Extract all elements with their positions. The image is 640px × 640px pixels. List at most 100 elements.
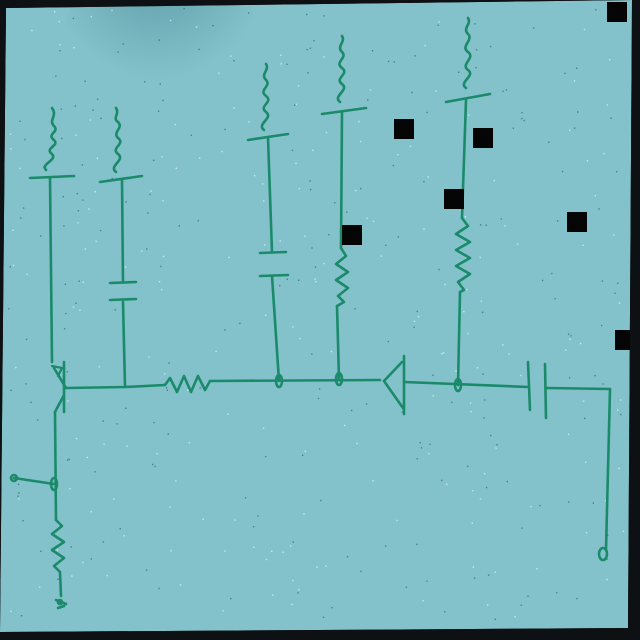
- paper-speck: [557, 220, 559, 222]
- paper-speck: [57, 578, 59, 580]
- capacitor: [526, 360, 548, 420]
- paper-speck: [470, 411, 472, 413]
- paper-speck: [483, 473, 486, 475]
- paper-speck: [113, 498, 115, 500]
- paper-speck: [247, 12, 250, 14]
- paper-speck: [282, 551, 284, 553]
- paper-speck: [423, 228, 425, 230]
- paper-speck: [306, 48, 308, 51]
- paper-speck: [620, 413, 622, 416]
- paper-speck: [26, 273, 28, 275]
- paper-speck: [165, 387, 168, 389]
- paper-speck: [416, 458, 418, 460]
- paper-speck: [458, 71, 460, 73]
- paper-speck: [554, 298, 556, 300]
- paper-speck: [315, 281, 317, 283]
- paper-speck: [253, 546, 255, 548]
- paper-speck: [466, 289, 468, 291]
- main-wire: [64, 378, 612, 391]
- paper-speck: [102, 420, 104, 422]
- paper-speck: [437, 24, 439, 26]
- paper-speck: [76, 192, 78, 195]
- paper-speck: [331, 607, 333, 609]
- paper-speck: [228, 256, 230, 259]
- paper-speck: [323, 56, 325, 58]
- paper-speck: [565, 349, 567, 351]
- paper-speck: [426, 580, 428, 582]
- paper-speck: [438, 21, 440, 23]
- resistor: [50, 518, 66, 574]
- paper-speck: [147, 212, 149, 214]
- paper-speck: [384, 545, 387, 547]
- paper-speck: [614, 292, 616, 294]
- paper-speck: [215, 350, 217, 353]
- paper-speck: [536, 568, 538, 570]
- paper-speck: [422, 599, 424, 602]
- wire-col3: [266, 136, 281, 383]
- resistor: [163, 374, 212, 394]
- paper-speck: [167, 433, 169, 435]
- terminal: [597, 546, 609, 562]
- paper-speck: [56, 549, 58, 551]
- paper-speck: [442, 352, 445, 354]
- paper-speck: [416, 543, 418, 546]
- paper-speck: [65, 312, 67, 315]
- paper-speck: [474, 23, 476, 25]
- paper-speck: [520, 604, 522, 606]
- paper-speck: [88, 208, 90, 210]
- paper-speck: [359, 140, 362, 143]
- paper-speck: [314, 278, 316, 280]
- antenna-coil: [246, 62, 290, 142]
- paper-speck: [601, 324, 603, 327]
- paper-speck: [295, 103, 297, 106]
- paper-speck: [163, 373, 166, 375]
- paper-speck: [521, 111, 523, 114]
- paper-speck: [385, 244, 387, 247]
- paper-speck: [230, 55, 232, 57]
- paper-speck: [387, 340, 389, 343]
- paper-speck: [356, 442, 358, 445]
- paper-speck: [22, 207, 25, 209]
- paper-speck: [569, 338, 571, 340]
- paper-speck: [577, 111, 579, 113]
- paper-speck: [523, 119, 525, 122]
- paper-speck: [317, 397, 320, 400]
- paper-speck: [95, 240, 97, 243]
- paper-speck: [22, 520, 24, 522]
- paper-speck: [59, 50, 61, 52]
- antenna-coil: [320, 34, 368, 116]
- paper-speck: [151, 463, 154, 466]
- paper-speck: [72, 17, 74, 20]
- paper-speck: [175, 480, 177, 482]
- paper-speck: [170, 550, 172, 552]
- paper-speck: [122, 43, 124, 45]
- paper-speck: [261, 183, 264, 185]
- paper-speck: [18, 492, 20, 494]
- paper-speck: [221, 150, 223, 153]
- paper-speck: [84, 80, 86, 82]
- paper-speck: [298, 187, 300, 190]
- paper-speck: [272, 594, 274, 596]
- paper-speck: [190, 134, 193, 136]
- paper-speck: [583, 28, 586, 31]
- paper-speck: [423, 181, 425, 183]
- paper-speck: [602, 383, 604, 385]
- paper-speck: [92, 109, 94, 111]
- paper-speck: [294, 104, 296, 106]
- paper-speck: [100, 117, 102, 120]
- paper-speck: [481, 311, 484, 314]
- paper-speck: [318, 388, 321, 390]
- paper-speck: [234, 519, 236, 521]
- paper-speck: [148, 356, 150, 358]
- paper-speck: [114, 309, 116, 311]
- paper-speck: [77, 222, 79, 224]
- paper-speck: [157, 110, 160, 112]
- paper-speck: [37, 419, 39, 421]
- paper-speck: [60, 108, 62, 110]
- paper-speck: [325, 131, 328, 134]
- paper-speck: [102, 541, 105, 543]
- paper-speck: [551, 272, 553, 275]
- paper-speck: [606, 558, 608, 560]
- paper-speck: [592, 502, 594, 504]
- paper-speck: [265, 455, 267, 458]
